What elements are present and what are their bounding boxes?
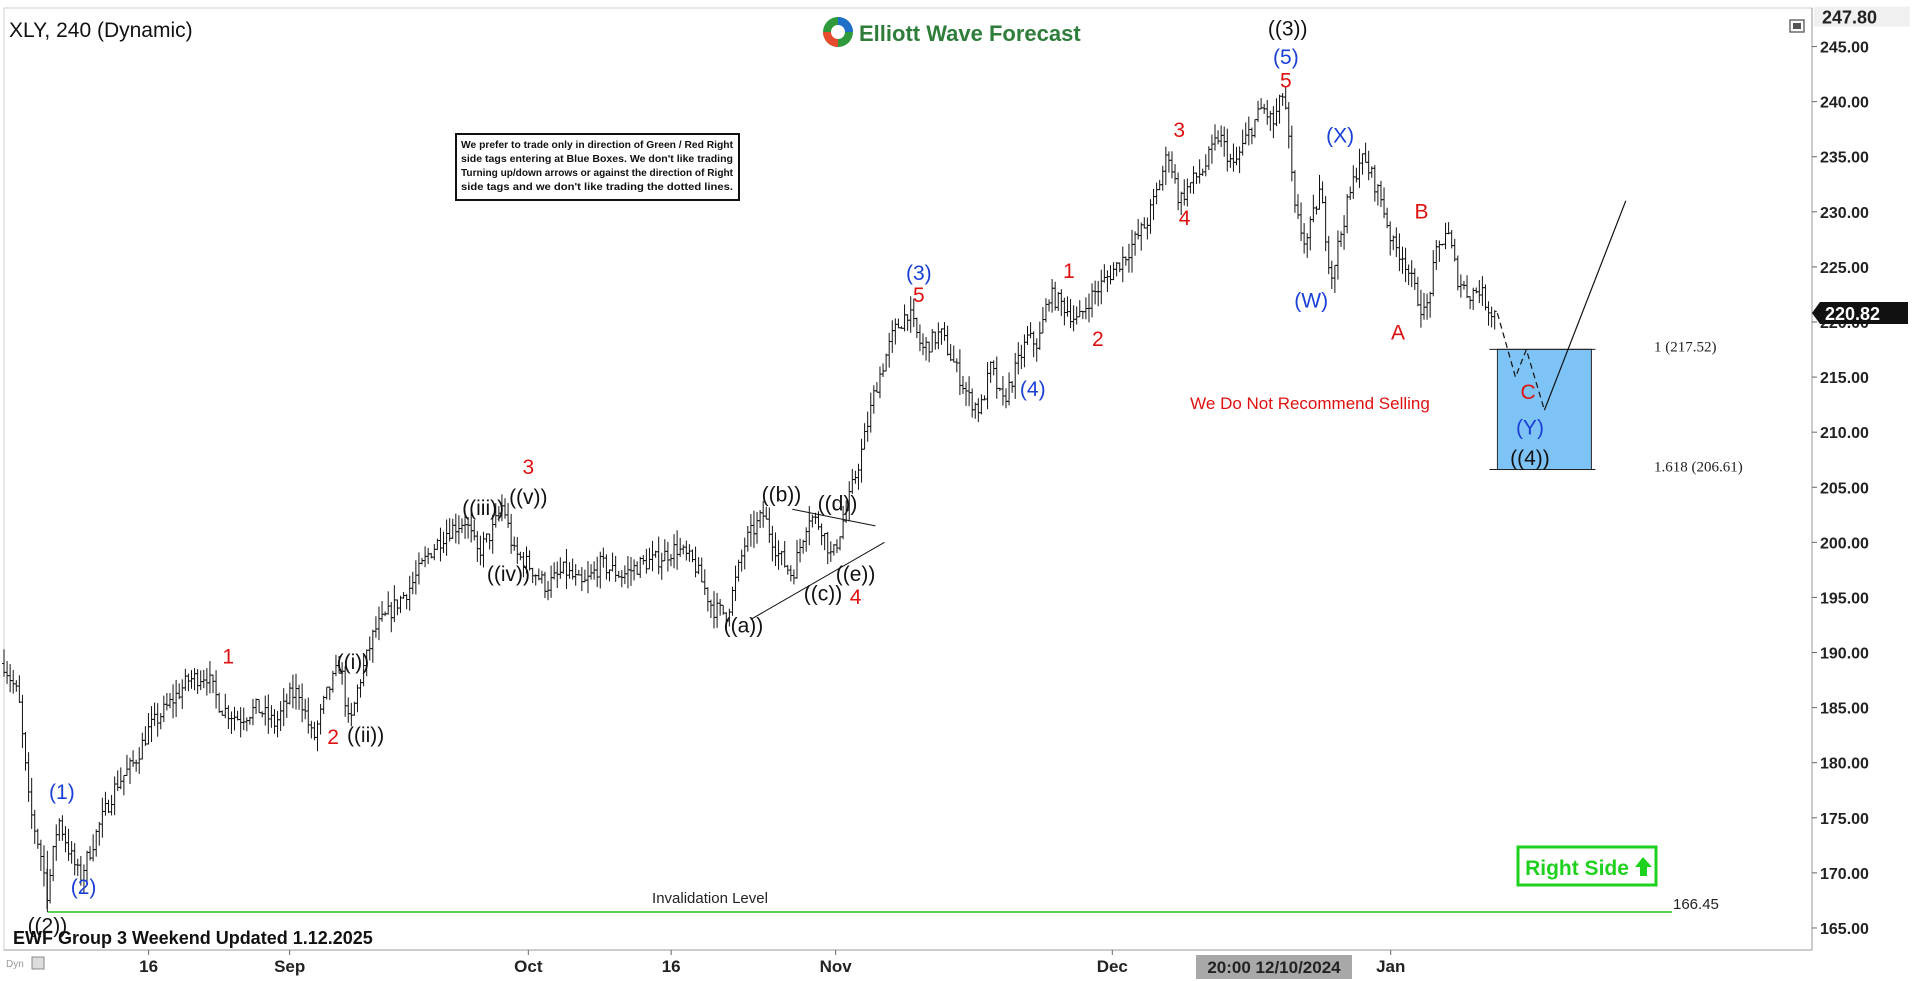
time-axis: 16 Sep Oct 16 Nov Dec Jan: [4, 949, 1812, 976]
wave-label: (W): [1294, 290, 1328, 313]
time-tick-label: Nov: [820, 957, 853, 976]
wave-label: ((3)): [1268, 18, 1308, 41]
price-tick-label: 200.00: [1820, 535, 1869, 552]
wave-label: ((iv)): [487, 563, 530, 586]
wave-label: 3: [522, 456, 534, 479]
wave-label: C: [1521, 381, 1536, 404]
projection-solid: [1543, 200, 1627, 411]
notice-line: side tags and we don't like trading the …: [461, 181, 733, 193]
notice-line: Turning up/down arrows or against the di…: [461, 167, 733, 179]
time-tick-label: Jan: [1376, 957, 1405, 976]
time-tick-label: Dec: [1097, 957, 1128, 976]
right-side-frame: [1516, 845, 1658, 887]
wave-label: ((ii)): [347, 724, 384, 747]
price-tick-label: 175.00: [1820, 811, 1869, 828]
fib-label: 1 (217.52): [1654, 339, 1717, 355]
last-price-box: [1812, 301, 1908, 324]
plot-frame: [3, 7, 1813, 951]
wave-label: 2: [1092, 328, 1104, 351]
price-tick-label: 210.00: [1820, 425, 1869, 442]
price-tick-label: 245.00: [1820, 40, 1869, 57]
window-restore-icon[interactable]: [1789, 19, 1805, 33]
wave-label: ((2)): [28, 914, 68, 937]
price-tick-label: 230.00: [1820, 205, 1869, 222]
price-tick-label: 185.00: [1820, 701, 1869, 718]
price-tick-label: 205.00: [1820, 480, 1869, 497]
fib-label: 1.618 (206.61): [1654, 460, 1743, 476]
price-tick-label: 165.00: [1820, 921, 1869, 938]
wave-label: (Y): [1516, 416, 1544, 439]
wave-label: (2): [71, 876, 97, 899]
wave-label: 1: [222, 646, 234, 669]
window-icon-inner: [1793, 23, 1801, 29]
right-side-tag: Right Side: [1516, 845, 1658, 887]
dyn-tag: Dyn: [6, 959, 24, 970]
no-sell-label: We Do Not Recommend Selling: [1190, 394, 1430, 413]
wave-label: ((iii)): [462, 497, 504, 520]
symbol-label: XLY, 240 (Dynamic): [9, 19, 193, 42]
brand-name: Elliott Wave Forecast: [859, 21, 1081, 46]
price-tick-label: 235.00: [1820, 150, 1869, 167]
invalidation-label: Invalidation Level: [652, 890, 768, 907]
arrow-up-icon: [1635, 857, 1652, 876]
price-tick-label: 215.00: [1820, 370, 1869, 387]
wave-label: 4: [850, 586, 862, 609]
price-tick-label: 180.00: [1820, 756, 1869, 773]
wave-label: 5: [913, 284, 925, 307]
time-tick-label: 16: [139, 957, 158, 976]
ohlc-bars: [2, 86, 1497, 910]
notice-line: We prefer to trade only in direction of …: [461, 139, 733, 151]
last-price-label: 220.82: [1825, 304, 1880, 324]
crosshair-time-box: [1196, 955, 1352, 979]
notice-box: We prefer to trade only in direction of …: [455, 133, 740, 201]
wave-label: B: [1414, 200, 1428, 223]
right-side-label: Right Side: [1525, 857, 1629, 880]
notice-line: side tags entering at Blue Boxes. We don…: [461, 153, 733, 165]
price-tick-label: 170.00: [1820, 866, 1869, 883]
wave-label: (3): [906, 262, 932, 285]
price-tick-label: 190.00: [1820, 646, 1869, 663]
wave-label: 4: [1179, 207, 1191, 230]
wave-label: ((e)): [836, 563, 876, 586]
wave-label: 3: [1173, 119, 1185, 142]
scale-icon: [31, 956, 45, 970]
crosshair-time-label: 20:00 12/10/2024: [1207, 958, 1341, 977]
time-tick-label: Sep: [274, 957, 305, 976]
wave-label: ((b)): [762, 484, 802, 507]
wave-label: A: [1391, 322, 1405, 345]
price-tick-label: 195.00: [1820, 590, 1869, 607]
wave-label: 5: [1280, 69, 1292, 92]
wave-label: (X): [1326, 124, 1354, 147]
wave-label: (1): [49, 781, 75, 804]
wave-label: 1: [1063, 260, 1075, 283]
top-price-box: [1814, 6, 1910, 27]
time-tick-label: Oct: [514, 957, 543, 976]
wave-label: 2: [327, 726, 339, 749]
update-label: EWF Group 3 Weekend Updated 1.12.2025: [13, 928, 373, 948]
wave-label: ((i)): [337, 651, 370, 674]
triangle-line: [792, 508, 876, 527]
time-tick-label: 16: [662, 957, 681, 976]
wave-label: ((a)): [724, 615, 764, 638]
price-tick-label: 240.00: [1820, 95, 1869, 112]
logo-mark-core: [831, 25, 845, 39]
wave-label: ((v)): [509, 486, 547, 509]
notice-frame: [455, 133, 740, 201]
invalidation-value: 166.45: [1673, 896, 1719, 913]
wave-label: (5): [1273, 46, 1299, 69]
price-axis: 165.00 170.00 175.00 180.00 185.00 190.00 195.…: [1811, 8, 1869, 950]
wave-label: ((d)): [818, 492, 858, 515]
brand-logo: Elliott Wave Forecast: [823, 17, 1081, 47]
top-price-label: 247.80: [1822, 8, 1877, 28]
wave-label: (4): [1020, 378, 1046, 401]
price-tick-label: 225.00: [1820, 260, 1869, 277]
triangle-line: [750, 541, 885, 620]
projection-dashed: [1496, 313, 1545, 411]
wave-label: ((c)): [804, 583, 842, 606]
wave-label: ((4)): [1510, 447, 1550, 470]
